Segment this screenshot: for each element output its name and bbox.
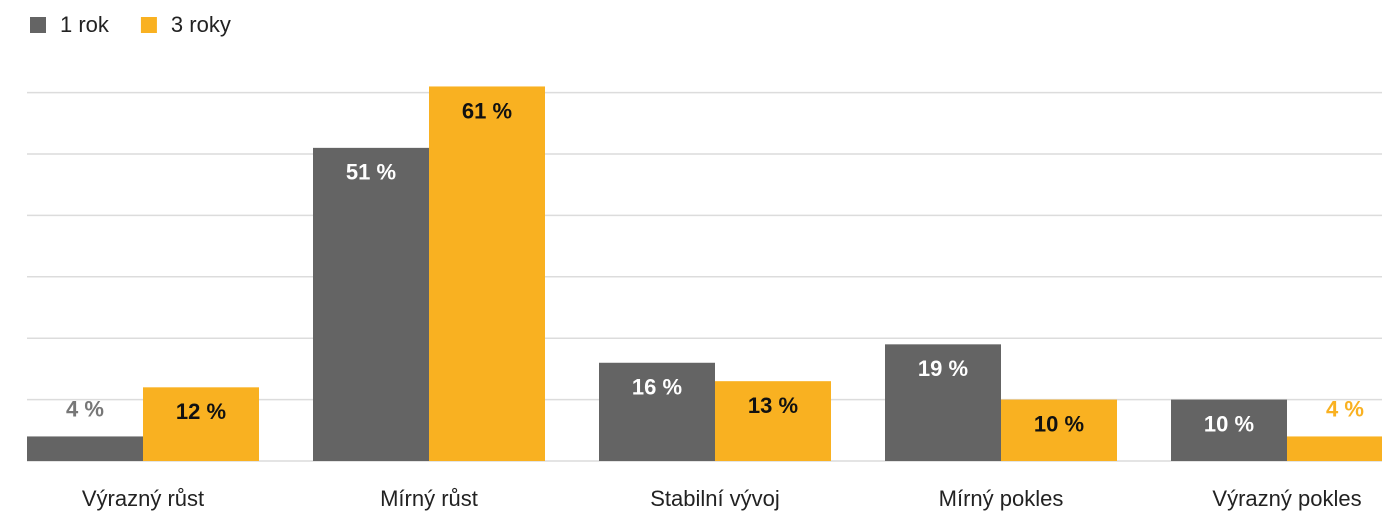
x-tick-label: Stabilní vývoj [650,486,780,511]
x-tick-label: Výrazný růst [82,486,204,511]
bar [885,344,1001,461]
data-label: 19 % [918,356,968,381]
bar [1001,399,1117,461]
legend-swatch [30,17,46,33]
legend-label: 1 rok [60,12,110,37]
x-tick-label: Mírný růst [380,486,478,511]
bar [143,387,259,461]
data-label: 10 % [1034,411,1084,436]
x-tick-label: Mírný pokles [939,486,1064,511]
bar [313,147,429,462]
data-label: 10 % [1204,411,1254,436]
legend-swatch [140,17,157,33]
bar [27,436,143,461]
data-label: 4 % [1326,396,1364,421]
bar [715,381,831,461]
data-label: 13 % [748,393,798,418]
bar [599,362,715,461]
data-label: 16 % [632,375,682,400]
bar [1287,436,1382,461]
legend-label: 3 roky [171,12,231,37]
data-label: 51 % [346,160,396,185]
data-label: 4 % [66,396,104,421]
bar [429,86,545,462]
bar [1171,399,1287,461]
data-label: 12 % [176,399,226,424]
data-label: 61 % [462,98,512,123]
x-tick-label: Výrazný pokles [1212,486,1361,511]
